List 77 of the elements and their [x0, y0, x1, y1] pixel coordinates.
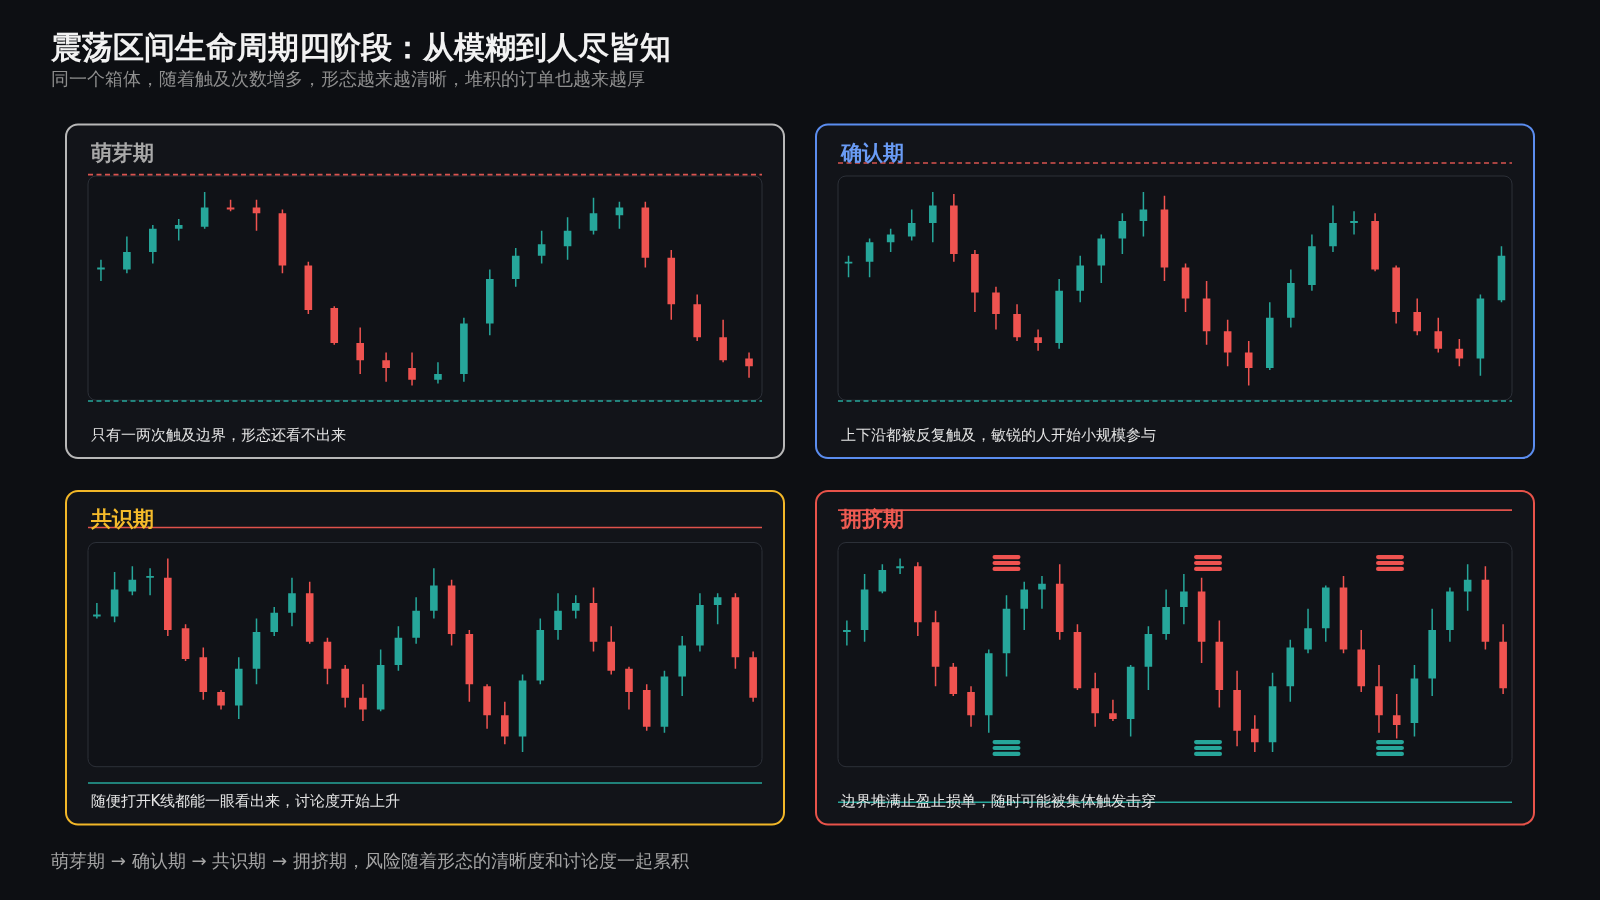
candlestick [1287, 269, 1295, 328]
candlestick [234, 657, 243, 720]
candlestick [843, 620, 851, 646]
chart-title: 确认期 [839, 140, 904, 165]
candlestick [1413, 298, 1422, 336]
candlestick [1265, 302, 1274, 371]
text: 随便打开K线都能一眼看出来，讨论度开始上升 [90, 792, 401, 810]
candlestick [1321, 585, 1330, 642]
candlestick [1091, 672, 1099, 727]
chart-title: 萌芽期 [89, 140, 154, 165]
candlestick [341, 664, 349, 708]
candlestick [1350, 211, 1358, 235]
candlestick [749, 651, 757, 702]
candlestick [745, 352, 753, 378]
text: 上下沿都被反复触及，敏锐的人开始小规模参与 [840, 425, 1156, 444]
candlestick [1020, 581, 1029, 631]
candlestick [1357, 630, 1366, 693]
candlestick [719, 319, 727, 363]
candlestick [1013, 304, 1021, 341]
candlestick [928, 192, 937, 243]
candlestick [1308, 234, 1316, 291]
candlestick [164, 558, 172, 636]
candlestick [1329, 205, 1337, 252]
candlestick [382, 352, 390, 382]
candlestick [123, 236, 131, 274]
candlestick [1180, 573, 1188, 625]
candlestick [483, 684, 491, 729]
candlestick [1233, 670, 1241, 747]
candlestick [1392, 265, 1400, 324]
candlestick [1251, 715, 1259, 752]
text: 同一个箱体，随着触及次数增多，形态越来越清晰，堆积的订单也越来越厚 [51, 68, 645, 89]
candlestick [270, 606, 279, 636]
candlestick [412, 597, 420, 644]
chart-title: 共识期 [89, 507, 154, 531]
candlestick [992, 286, 1000, 330]
candlestick [1038, 575, 1046, 609]
candlestick [1304, 608, 1312, 654]
candlestick [967, 686, 975, 727]
candlestick [146, 568, 154, 596]
candlestick [217, 690, 225, 710]
text: 只有一两次触及边界，形态还看不出来 [90, 425, 346, 444]
candlestick [1055, 279, 1063, 349]
candlestick [434, 362, 442, 384]
candlestick [1499, 624, 1507, 694]
candlestick [625, 666, 633, 710]
candlestick [678, 635, 686, 696]
candlestick [696, 593, 704, 652]
chart-title: 拥挤期 [839, 507, 904, 531]
candlestick [1428, 608, 1436, 696]
candlestick [1109, 699, 1117, 722]
candlestick [971, 250, 979, 312]
candlestick [149, 224, 157, 264]
candlestick [97, 259, 105, 282]
candlestick [1034, 329, 1042, 351]
candlestick [896, 558, 904, 574]
text: 萌芽期 → 确认期 → 共识期 → 拥挤期，风险随着形态的清晰度和讨论度一起累积 [51, 850, 689, 871]
candlestick [460, 317, 468, 382]
candlestick [486, 269, 494, 336]
candlestick [430, 568, 438, 619]
candlestick [984, 649, 993, 733]
candlestick [571, 595, 580, 619]
candlestick [607, 626, 616, 675]
text: 震荡区间生命周期四阶段：从模糊到人尽皆知 [50, 29, 671, 65]
candlestick [1446, 587, 1454, 642]
candlestick [1375, 664, 1383, 733]
candlestick [554, 593, 562, 640]
candlestick [950, 193, 958, 262]
candlestick [359, 684, 367, 722]
candlestick [93, 603, 101, 619]
candlestick [408, 352, 416, 386]
candlestick [288, 577, 296, 627]
candlestick [356, 327, 364, 374]
candlestick [1076, 255, 1085, 303]
candlestick [693, 294, 701, 341]
candlestick [914, 562, 922, 636]
candlestick [501, 701, 509, 745]
candlestick [1162, 589, 1170, 640]
